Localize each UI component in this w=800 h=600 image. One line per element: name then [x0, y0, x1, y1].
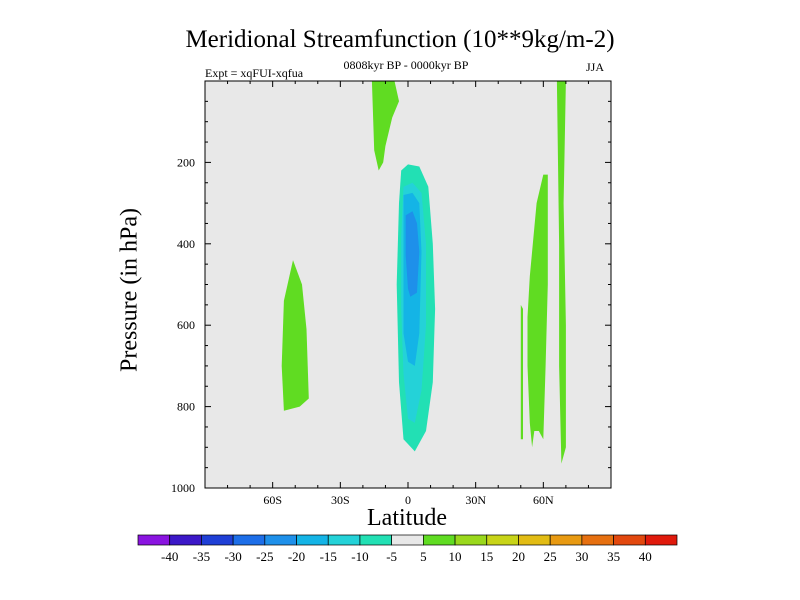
x-tick-label: 30N: [465, 493, 486, 507]
plot-area: [205, 81, 611, 488]
colorbar-label: 10: [449, 549, 462, 564]
colorbar-label: 40: [639, 549, 652, 564]
y-tick-label: 1000: [171, 481, 195, 495]
colorbar-label: -25: [256, 549, 273, 564]
colorbar-swatch: [454, 534, 488, 546]
chart-subtitle: 0808kyr BP - 0000kyr BP: [343, 58, 469, 72]
colorbar-swatch: [137, 534, 171, 546]
contour-region: [281, 260, 309, 411]
colorbar-swatch: [518, 534, 551, 546]
colorbar-label: -10: [351, 549, 368, 564]
colorbar-label: -40: [161, 549, 178, 564]
experiment-label: Expt = xqFUI-xqfua: [205, 66, 304, 80]
axes: 60S 30S 0 30N 60N 200 400 600 800 1000: [171, 80, 612, 507]
colorbar-swatch: [391, 534, 424, 546]
x-axis-label: Latitude: [367, 505, 447, 531]
contour-region: [371, 81, 399, 171]
colorbar-label: 15: [480, 549, 493, 564]
contour-region: [405, 211, 420, 297]
colorbar-swatch: [581, 534, 614, 546]
contour-region: [333, 382, 343, 419]
colorbar-swatch: [423, 534, 456, 546]
contour-region: [520, 304, 523, 440]
colorbar-label: 35: [607, 549, 620, 564]
y-tick-label: 600: [177, 318, 195, 332]
y-tick-label: 800: [177, 400, 195, 414]
colorbar: -40 -35 -30 -25 -20 -15 -10 -5 5 10 15 20 25 30 35 40: [137, 534, 678, 564]
colorbar-label: 30: [575, 549, 588, 564]
colorbar-swatch: [296, 534, 329, 546]
y-tick-label: 200: [177, 155, 195, 169]
x-tick-label: 30S: [331, 493, 350, 507]
x-tick-label: 60S: [263, 493, 282, 507]
colorbar-swatch: [201, 534, 234, 546]
colorbar-swatch: [264, 534, 297, 546]
colorbar-label: -20: [288, 549, 305, 564]
chart-title: Meridional Streamfunction (10**9kg/m-2): [185, 26, 615, 53]
colorbar-label: -30: [224, 549, 241, 564]
y-tick-label: 400: [177, 237, 195, 251]
colorbar-swatch: [232, 534, 266, 546]
colorbar-swatch: [644, 534, 678, 546]
contour-region: [556, 81, 566, 464]
season-label: JJA: [586, 60, 605, 74]
colorbar-label: 20: [512, 549, 525, 564]
x-tick-label: 60N: [533, 493, 554, 507]
colorbar-swatch: [486, 534, 519, 546]
colorbar-swatch: [169, 534, 202, 546]
x-tick-label: 0: [405, 493, 411, 507]
colorbar-swatch: [613, 534, 646, 546]
contour-region: [527, 174, 548, 448]
contour-region: [250, 81, 257, 419]
colorbar-swatch: [359, 534, 392, 546]
colorbar-swatch: [327, 534, 361, 546]
contour-region: [223, 81, 239, 425]
colorbar-label: 25: [544, 549, 557, 564]
colorbar-label: -5: [386, 549, 397, 564]
contour-region: [263, 292, 266, 415]
colorbar-label: 5: [420, 549, 427, 564]
colorbar-label: -15: [320, 549, 337, 564]
colorbar-swatch: [549, 534, 583, 546]
colorbar-label: -35: [193, 549, 210, 564]
